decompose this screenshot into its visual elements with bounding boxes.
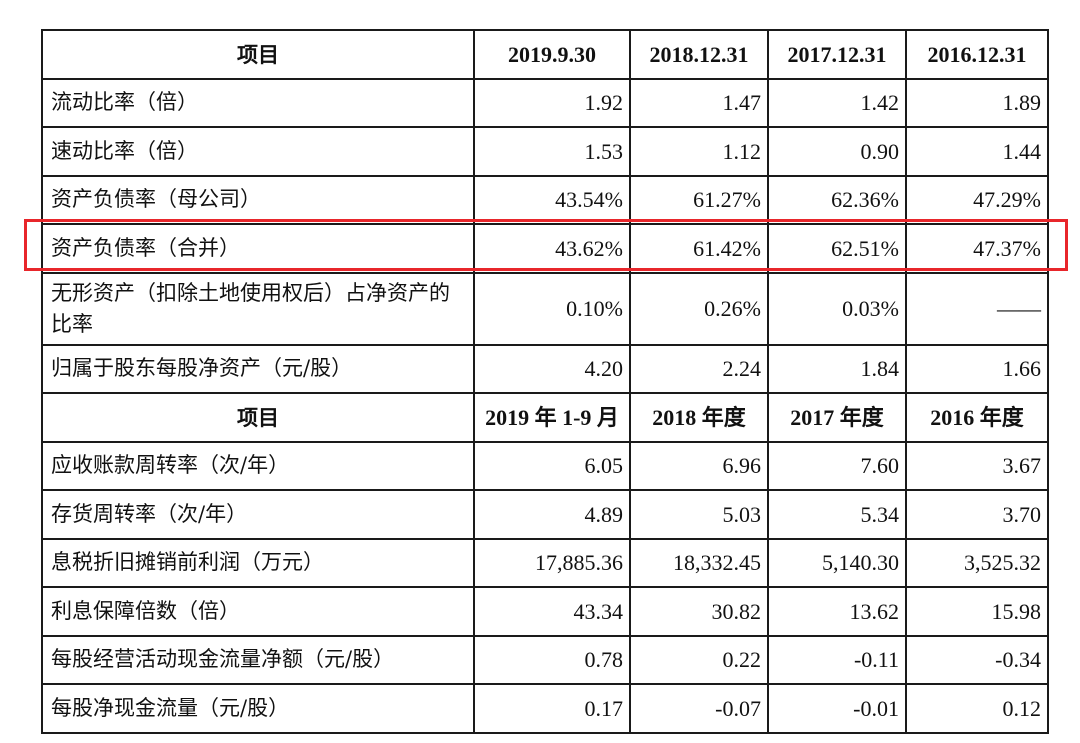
row-label: 资产负债率（合并） — [41, 223, 475, 274]
cell-value: 1.47 — [629, 77, 769, 128]
financial-indicators-table: 项目 2019.9.30 2018.12.31 2017.12.31 2016.… — [41, 29, 1049, 734]
table-row: 存货周转率（次/年） 4.89 5.03 5.34 3.70 — [41, 489, 1049, 540]
cell-value: 0.22 — [629, 634, 769, 685]
cell-value: 2.24 — [629, 343, 769, 394]
cell-value: 43.34 — [473, 586, 631, 637]
cell-value: 5,140.30 — [767, 537, 907, 588]
cell-value: 61.42% — [629, 223, 769, 274]
cell-value: 0.10% — [473, 271, 631, 346]
cell-value: 1.89 — [905, 77, 1049, 128]
header-row-period: 项目 2019 年 1-9 月 2018 年度 2017 年度 2016 年度 — [41, 392, 1049, 443]
cell-value: 0.17 — [473, 683, 631, 734]
table-row: 每股经营活动现金流量净额（元/股） 0.78 0.22 -0.11 -0.34 — [41, 634, 1049, 685]
table-row: 无形资产（扣除土地使用权后）占净资产的比率 0.10% 0.26% 0.03% … — [41, 271, 1049, 346]
cell-value: 13.62 — [767, 586, 907, 637]
table-row: 每股净现金流量（元/股） 0.17 -0.07 -0.01 0.12 — [41, 683, 1049, 734]
cell-value: 47.29% — [905, 174, 1049, 225]
table-row: 流动比率（倍） 1.92 1.47 1.42 1.89 — [41, 77, 1049, 128]
cell-value: 1.53 — [473, 126, 631, 177]
header-col-2: 2018 年度 — [629, 392, 769, 443]
cell-value: -0.07 — [629, 683, 769, 734]
row-label: 息税折旧摊销前利润（万元） — [41, 537, 475, 588]
table-row: 速动比率（倍） 1.53 1.12 0.90 1.44 — [41, 126, 1049, 177]
header-col-1: 2019.9.30 — [473, 29, 631, 80]
row-label: 利息保障倍数（倍） — [41, 586, 475, 637]
table-row: 资产负债率（母公司） 43.54% 61.27% 62.36% 47.29% — [41, 174, 1049, 225]
cell-value: 62.51% — [767, 223, 907, 274]
header-col-4: 2016.12.31 — [905, 29, 1049, 80]
header-col-1: 2019 年 1-9 月 — [473, 392, 631, 443]
cell-value: 3.67 — [905, 440, 1049, 491]
cell-value-dash: —— — [905, 271, 1049, 346]
table-row: 利息保障倍数（倍） 43.34 30.82 13.62 15.98 — [41, 586, 1049, 637]
cell-value: -0.01 — [767, 683, 907, 734]
header-col-3: 2017 年度 — [767, 392, 907, 443]
row-label: 应收账款周转率（次/年） — [41, 440, 475, 491]
cell-value: 6.05 — [473, 440, 631, 491]
cell-value: 17,885.36 — [473, 537, 631, 588]
row-label: 速动比率（倍） — [41, 126, 475, 177]
cell-value: 62.36% — [767, 174, 907, 225]
cell-value: 5.03 — [629, 489, 769, 540]
cell-value: 0.03% — [767, 271, 907, 346]
cell-value: 1.92 — [473, 77, 631, 128]
cell-value: 18,332.45 — [629, 537, 769, 588]
cell-value: 1.42 — [767, 77, 907, 128]
table-row: 应收账款周转率（次/年） 6.05 6.96 7.60 3.67 — [41, 440, 1049, 491]
cell-value: 0.26% — [629, 271, 769, 346]
cell-value: 30.82 — [629, 586, 769, 637]
header-item: 项目 — [41, 29, 475, 80]
cell-value: 1.44 — [905, 126, 1049, 177]
cell-value: 61.27% — [629, 174, 769, 225]
cell-value: 43.62% — [473, 223, 631, 274]
cell-value: 1.66 — [905, 343, 1049, 394]
cell-value: 3.70 — [905, 489, 1049, 540]
header-row-balance: 项目 2019.9.30 2018.12.31 2017.12.31 2016.… — [41, 29, 1049, 80]
row-label: 每股净现金流量（元/股） — [41, 683, 475, 734]
cell-value: 47.37% — [905, 223, 1049, 274]
table-row: 息税折旧摊销前利润（万元） 17,885.36 18,332.45 5,140.… — [41, 537, 1049, 588]
header-item: 项目 — [41, 392, 475, 443]
cell-value: 43.54% — [473, 174, 631, 225]
table-row-highlighted: 资产负债率（合并） 43.62% 61.42% 62.51% 47.37% — [41, 223, 1049, 274]
cell-value: -0.11 — [767, 634, 907, 685]
row-label: 资产负债率（母公司） — [41, 174, 475, 225]
header-col-2: 2018.12.31 — [629, 29, 769, 80]
header-col-4: 2016 年度 — [905, 392, 1049, 443]
cell-value: 0.90 — [767, 126, 907, 177]
cell-value: 4.20 — [473, 343, 631, 394]
row-label: 每股经营活动现金流量净额（元/股） — [41, 634, 475, 685]
cell-value: 15.98 — [905, 586, 1049, 637]
cell-value: 7.60 — [767, 440, 907, 491]
cell-value: 1.12 — [629, 126, 769, 177]
cell-value: 5.34 — [767, 489, 907, 540]
cell-value: 3,525.32 — [905, 537, 1049, 588]
cell-value: 4.89 — [473, 489, 631, 540]
row-label: 无形资产（扣除土地使用权后）占净资产的比率 — [41, 271, 475, 346]
cell-value: 0.12 — [905, 683, 1049, 734]
cell-value: 0.78 — [473, 634, 631, 685]
table-row: 归属于股东每股净资产（元/股） 4.20 2.24 1.84 1.66 — [41, 343, 1049, 394]
cell-value: 1.84 — [767, 343, 907, 394]
header-col-3: 2017.12.31 — [767, 29, 907, 80]
row-label: 流动比率（倍） — [41, 77, 475, 128]
cell-value: 6.96 — [629, 440, 769, 491]
cell-value: -0.34 — [905, 634, 1049, 685]
row-label: 存货周转率（次/年） — [41, 489, 475, 540]
row-label: 归属于股东每股净资产（元/股） — [41, 343, 475, 394]
